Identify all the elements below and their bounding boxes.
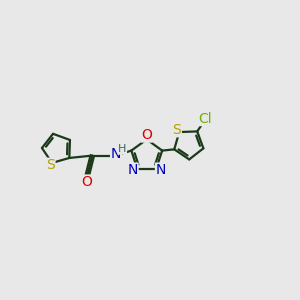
Text: O: O <box>141 128 152 142</box>
Text: S: S <box>46 158 55 172</box>
Text: N: N <box>128 163 138 177</box>
Text: S: S <box>172 123 181 137</box>
Text: N: N <box>111 147 121 161</box>
Text: N: N <box>155 163 166 177</box>
Text: Cl: Cl <box>199 112 212 125</box>
Text: H: H <box>118 144 127 154</box>
Text: O: O <box>82 175 92 189</box>
